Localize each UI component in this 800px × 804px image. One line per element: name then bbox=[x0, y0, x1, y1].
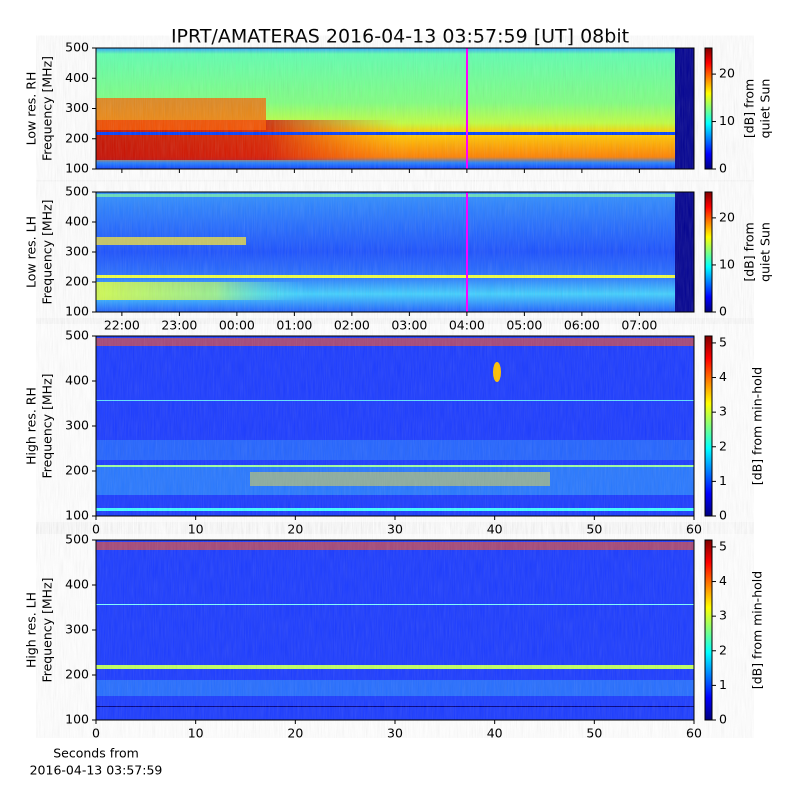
y-axis-label: High res. RH bbox=[24, 387, 39, 465]
y-tick-label: 500 bbox=[65, 184, 89, 199]
x-tick-label: 40 bbox=[487, 522, 503, 537]
x-tick-label: 40 bbox=[487, 726, 503, 741]
y-axis-label: Frequency [MHz] bbox=[40, 373, 55, 478]
x-tick-label: 03:00 bbox=[391, 318, 427, 333]
x-tick-label: 30 bbox=[387, 726, 403, 741]
y-tick-label: 500 bbox=[65, 328, 89, 343]
x-axis-label: 2016-04-13 03:57:59 bbox=[30, 763, 163, 778]
y-tick-label: 300 bbox=[65, 100, 89, 115]
colorbar bbox=[704, 47, 713, 170]
colorbar-label: [dB] from min-hold bbox=[750, 571, 765, 689]
colorbar-tick-label: 5 bbox=[719, 538, 727, 553]
colorbar bbox=[704, 335, 713, 517]
y-tick-label: 400 bbox=[65, 70, 89, 85]
x-tick-label: 06:00 bbox=[564, 318, 600, 333]
chart-title: IPRT/AMATERAS 2016-04-13 03:57:59 [UT] 0… bbox=[171, 26, 629, 48]
y-tick-label: 400 bbox=[65, 214, 89, 229]
y-tick-label: 100 bbox=[65, 712, 89, 727]
x-tick-label: 30 bbox=[387, 522, 403, 537]
colorbar bbox=[704, 191, 713, 313]
x-tick-label: 0 bbox=[92, 522, 100, 537]
colorbar-label: quiet Sun bbox=[758, 222, 773, 282]
x-tick-label: 60 bbox=[686, 726, 702, 741]
colorbar-label: [dB] from bbox=[742, 222, 757, 281]
y-axis-label: Low res. RH bbox=[24, 72, 39, 146]
y-tick-label: 200 bbox=[65, 463, 89, 478]
colorbar-tick-label: 0 bbox=[719, 712, 727, 727]
y-tick-label: 300 bbox=[65, 622, 89, 637]
x-tick-label: 50 bbox=[586, 522, 602, 537]
y-tick-label: 200 bbox=[65, 130, 89, 145]
colorbar-label: [dB] from bbox=[742, 79, 757, 138]
y-tick-label: 100 bbox=[65, 161, 89, 176]
x-tick-label: 10 bbox=[188, 522, 204, 537]
colorbar-label: quiet Sun bbox=[758, 79, 773, 139]
y-axis-label: Frequency [MHz] bbox=[40, 199, 55, 304]
x-tick-label: 50 bbox=[586, 726, 602, 741]
y-tick-label: 500 bbox=[65, 40, 89, 55]
colorbar bbox=[704, 539, 713, 721]
x-tick-label: 20 bbox=[287, 726, 303, 741]
colorbar-tick-label: 20 bbox=[719, 209, 735, 224]
y-tick-label: 400 bbox=[65, 577, 89, 592]
colorbar-tick-label: 2 bbox=[719, 642, 727, 657]
y-axis-label: Frequency [MHz] bbox=[40, 577, 55, 682]
colorbar-tick-label: 0 bbox=[719, 508, 727, 523]
x-tick-label: 22:00 bbox=[104, 318, 140, 333]
colorbar-tick-label: 3 bbox=[719, 608, 727, 623]
colorbar-tick-label: 1 bbox=[719, 473, 727, 488]
x-tick-label: 0 bbox=[92, 726, 100, 741]
colorbar-tick-label: 10 bbox=[719, 113, 735, 128]
y-tick-label: 400 bbox=[65, 373, 89, 388]
y-tick-label: 500 bbox=[65, 532, 89, 547]
colorbar-tick-label: 2 bbox=[719, 438, 727, 453]
colorbar-tick-label: 4 bbox=[719, 369, 727, 384]
y-tick-label: 200 bbox=[65, 667, 89, 682]
x-tick-label: 20 bbox=[287, 522, 303, 537]
colorbar-tick-label: 0 bbox=[719, 161, 727, 176]
colorbar-label: [dB] from min-hold bbox=[750, 367, 765, 485]
colorbar-tick-label: 20 bbox=[719, 66, 735, 81]
x-tick-label: 00:00 bbox=[219, 318, 255, 333]
x-tick-label: 01:00 bbox=[276, 318, 312, 333]
x-tick-label: 23:00 bbox=[161, 318, 197, 333]
colorbar-tick-label: 3 bbox=[719, 404, 727, 419]
colorbar-tick-label: 1 bbox=[719, 677, 727, 692]
colorbar-tick-label: 0 bbox=[719, 304, 727, 319]
x-axis-label: Seconds from bbox=[53, 746, 139, 761]
colorbar-tick-label: 5 bbox=[719, 334, 727, 349]
spectrogram bbox=[96, 48, 694, 720]
y-tick-label: 300 bbox=[65, 418, 89, 433]
y-axis-label: Frequency [MHz] bbox=[40, 56, 55, 161]
x-tick-label: 05:00 bbox=[506, 318, 542, 333]
y-tick-label: 200 bbox=[65, 274, 89, 289]
x-tick-label: 07:00 bbox=[621, 318, 657, 333]
y-tick-label: 100 bbox=[65, 304, 89, 319]
x-tick-label: 02:00 bbox=[334, 318, 370, 333]
colorbar-tick-label: 4 bbox=[719, 573, 727, 588]
y-axis-label: High res. LH bbox=[24, 592, 39, 668]
y-tick-label: 300 bbox=[65, 244, 89, 259]
x-tick-label: 04:00 bbox=[449, 318, 485, 333]
y-axis-label: Low res. LH bbox=[24, 216, 39, 288]
x-tick-label: 10 bbox=[188, 726, 204, 741]
x-tick-label: 60 bbox=[686, 522, 702, 537]
y-tick-label: 100 bbox=[65, 508, 89, 523]
colorbar-tick-label: 10 bbox=[719, 256, 735, 271]
